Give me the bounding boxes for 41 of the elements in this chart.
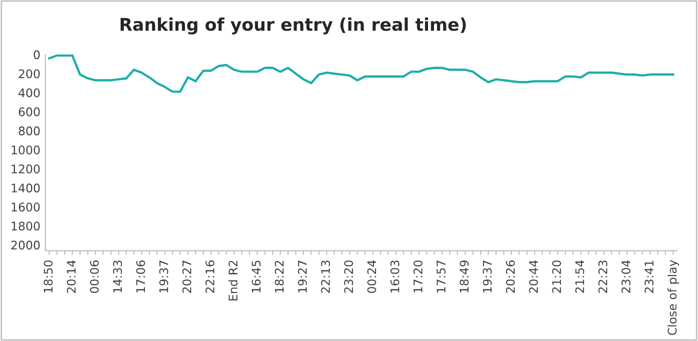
x-tick-label: 18:49: [460, 260, 469, 292]
x-tick-label: 17:57: [436, 260, 446, 292]
x-tick-label: 18:50: [44, 260, 53, 292]
x-tick-label: 21:20: [552, 260, 562, 293]
y-tick-label: 1800: [12, 222, 40, 231]
x-tick-label: End R2: [228, 260, 238, 300]
x-tick-label: 19:37: [159, 260, 168, 292]
chart-title: Ranking of your entry (in real time): [120, 18, 466, 34]
x-tick-label: 17:06: [136, 260, 146, 292]
y-tick-label: 600: [18, 107, 40, 116]
x-tick-label: 20:44: [529, 260, 538, 293]
x-tick-label: Close of play: [667, 260, 679, 336]
x-tick-label: 18:22: [274, 260, 284, 292]
x-tick-label: 20:26: [506, 260, 515, 293]
x-tick-label: 23:41: [644, 260, 654, 293]
y-tick-label: 0: [34, 50, 40, 60]
x-tick-label: 00:06: [90, 260, 99, 293]
x-tick-label: 19:27: [298, 260, 307, 292]
x-tick-label: 17:20: [413, 260, 422, 292]
x-tick-label: 23:20: [344, 260, 354, 293]
x-tick-label: 20:14: [66, 260, 76, 293]
y-tick-label: 1000: [12, 145, 40, 154]
y-tick-label: 1600: [12, 202, 40, 212]
y-tick-label: 1400: [12, 184, 40, 192]
y-tick-label: 400: [18, 88, 40, 98]
x-tick-label: 20:27: [182, 260, 192, 293]
x-tick-label: 00:24: [367, 260, 376, 293]
x-tick-label: 19:37: [482, 260, 492, 292]
x-tick-label: 16:03: [390, 260, 400, 292]
x-tick-label: 21:54: [575, 260, 584, 293]
x-tick-label: 16:45: [252, 260, 261, 292]
line-series: [48, 54, 674, 93]
y-tick-label: 1200: [12, 164, 40, 174]
y-tick-label: 800: [18, 126, 40, 136]
x-tick-label: 22:13: [321, 260, 330, 293]
x-tick-label: 22:23: [598, 260, 608, 293]
x-tick-label: 14:33: [113, 260, 122, 292]
x-tick-label: 23:04: [621, 260, 630, 293]
y-tick-label: 2000: [11, 240, 40, 250]
y-tick-label: 200: [18, 69, 40, 78]
x-tick-label: 22:16: [205, 260, 214, 293]
